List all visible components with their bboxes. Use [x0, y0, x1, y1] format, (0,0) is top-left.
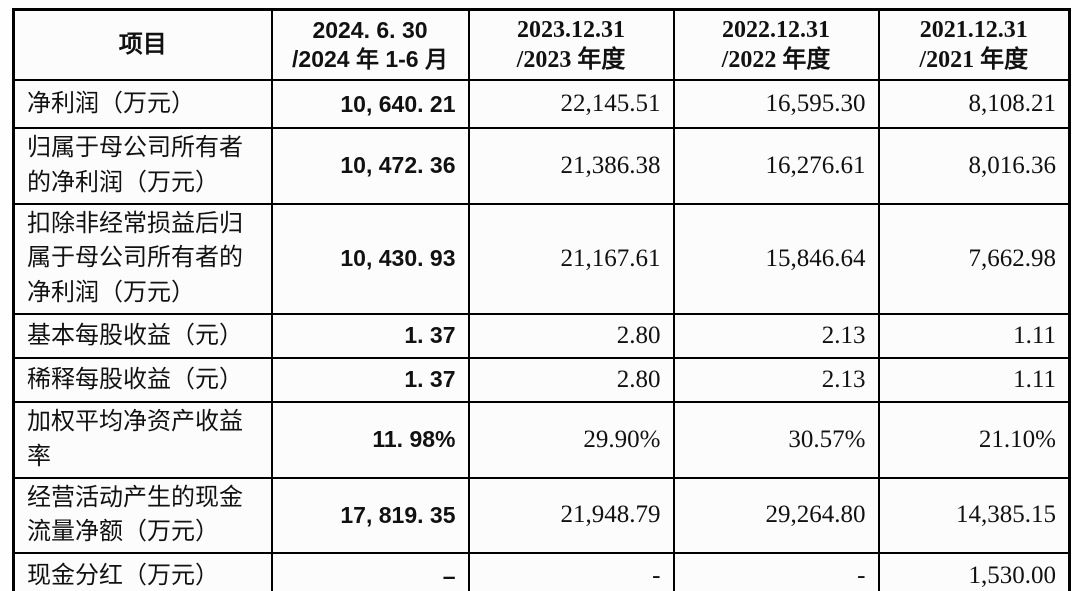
cell-value-2023: 29.90% [467, 400, 675, 479]
column-header-text: 项目 [118, 31, 167, 58]
cell-value-2024: 10, 640. 21 [270, 79, 470, 129]
row-label: 扣除非经常损益后归属于母公司所有者的净利润（万元） [12, 202, 273, 315]
row-label: 稀释每股收益（元） [12, 356, 273, 403]
column-header-2023: 2023.12.31 /2023 年度 [467, 8, 675, 81]
row-label: 净利润（万元） [12, 79, 273, 129]
cell-value-2021: 21.10% [877, 400, 1071, 479]
cell-value-2022: - [672, 552, 880, 591]
row-label: 基本每股收益（元） [12, 312, 273, 359]
financial-summary-table: 项目 2024. 6. 30 /2024 年 1-6 月 2023.12.31 … [12, 8, 1071, 591]
column-header-line1: 2023.12.31 [517, 17, 625, 43]
cell-value-2021: 7,662.98 [877, 202, 1071, 315]
table-row-parent-net-profit: 归属于母公司所有者的净利润（万元） 10, 472. 36 21,386.38 … [12, 127, 1071, 205]
table-row-diluted-eps: 稀释每股收益（元） 1. 37 2.80 2.13 1.11 [12, 356, 1071, 403]
row-label: 经营活动产生的现金流量净额（万元） [12, 476, 273, 555]
column-header-2022: 2022.12.31 /2022 年度 [672, 8, 880, 81]
cell-value-2022: 30.57% [672, 400, 880, 479]
cell-value-2023: - [467, 552, 675, 591]
column-header-line1: 2021.12.31 [919, 17, 1028, 43]
column-header-2021: 2021.12.31 /2021 年度 [877, 8, 1071, 81]
cell-value-2024: 10, 472. 36 [270, 127, 470, 205]
cell-value-2024: 10, 430. 93 [270, 202, 470, 315]
cell-value-2023: 21,167.61 [467, 202, 675, 315]
cell-value-2022: 16,595.30 [672, 79, 880, 129]
cell-value-2024: – [270, 552, 470, 591]
cell-value-2023: 21,386.38 [467, 127, 675, 205]
row-label: 现金分红（万元） [12, 552, 273, 591]
table-row-basic-eps: 基本每股收益（元） 1. 37 2.80 2.13 1.11 [12, 312, 1071, 359]
cell-value-2024: 17, 819. 35 [270, 476, 470, 555]
cell-value-2022: 2.13 [672, 356, 880, 403]
cell-value-2022: 2.13 [672, 312, 880, 359]
cell-value-2023: 2.80 [467, 312, 675, 359]
table-header-row: 项目 2024. 6. 30 /2024 年 1-6 月 2023.12.31 … [12, 8, 1071, 81]
cell-value-2024: 11. 98% [270, 400, 470, 479]
cell-value-2023: 2.80 [467, 356, 675, 403]
column-header-line1: 2022.12.31 [722, 17, 830, 43]
cell-value-2021: 8,108.21 [877, 79, 1071, 129]
cell-value-2022: 15,846.64 [672, 202, 880, 315]
cell-value-2021: 1.11 [877, 312, 1071, 359]
row-label: 加权平均净资产收益率 [12, 400, 273, 479]
cell-value-2021: 1.11 [877, 356, 1071, 403]
cell-value-2021: 1,530.00 [877, 552, 1071, 591]
table-row-deducted-net-profit: 扣除非经常损益后归属于母公司所有者的净利润（万元） 10, 430. 93 21… [12, 202, 1071, 315]
table-row-operating-cash-flow: 经营活动产生的现金流量净额（万元） 17, 819. 35 21,948.79 … [12, 476, 1071, 555]
column-header-2024: 2024. 6. 30 /2024 年 1-6 月 [270, 8, 470, 81]
row-label: 归属于母公司所有者的净利润（万元） [12, 127, 273, 205]
table-row-cash-dividend: 现金分红（万元） – - - 1,530.00 [12, 552, 1071, 591]
column-header-line2: /2023 年度 [516, 47, 626, 73]
cell-value-2022: 29,264.80 [672, 476, 880, 555]
cell-value-2023: 22,145.51 [467, 79, 675, 129]
cell-value-2022: 16,276.61 [672, 127, 880, 205]
column-header-line1: 2024. 6. 30 [312, 17, 428, 44]
cell-value-2024: 1. 37 [270, 312, 470, 359]
table-row-net-profit: 净利润（万元） 10, 640. 21 22,145.51 16,595.30 … [12, 79, 1071, 129]
column-header-line2: /2024 年 1-6 月 [292, 46, 448, 72]
cell-value-2024: 1. 37 [270, 356, 470, 403]
cell-value-2023: 21,948.79 [467, 476, 675, 555]
table-row-weighted-roe: 加权平均净资产收益率 11. 98% 29.90% 30.57% 21.10% [12, 400, 1071, 479]
column-header-line2: /2022 年度 [721, 47, 831, 73]
cell-value-2021: 8,016.36 [877, 127, 1071, 205]
column-header-item: 项目 [12, 8, 273, 81]
column-header-line2: /2021 年度 [919, 47, 1029, 73]
cell-value-2021: 14,385.15 [877, 476, 1071, 555]
